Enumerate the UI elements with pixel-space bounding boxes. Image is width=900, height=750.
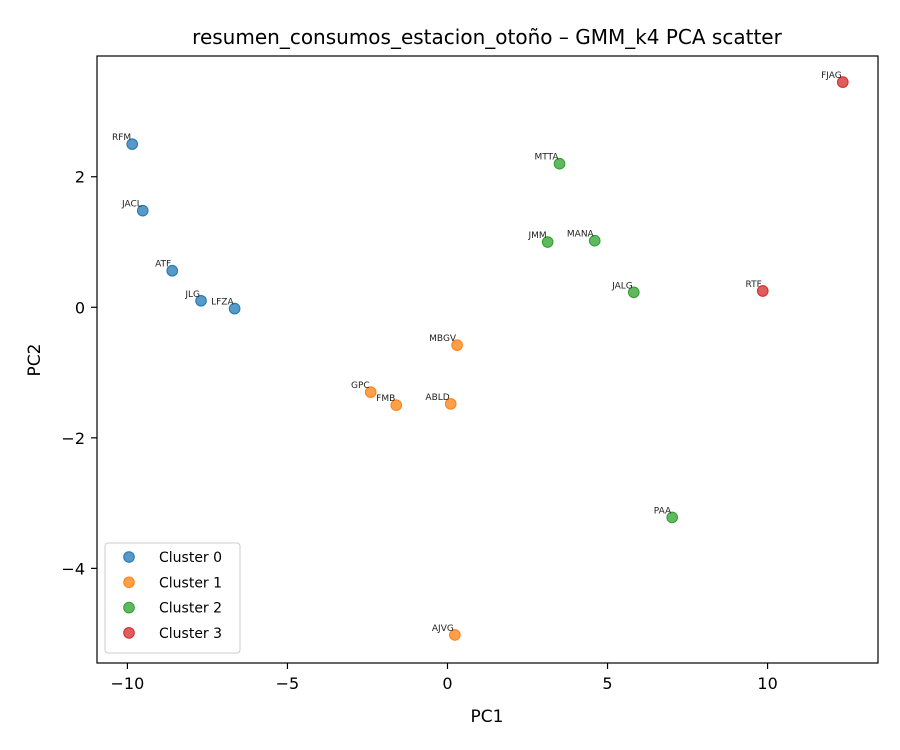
y-tick-label: 0 <box>75 298 85 317</box>
x-tick-label: 5 <box>602 674 612 693</box>
plot-area: RFM JACL ATF JLG LFZA MBGV GPC FMB ABLD AJVG MTTA J… <box>112 71 849 641</box>
point-label: RFM <box>112 133 131 143</box>
legend-label: Cluster 2 <box>159 601 222 617</box>
point-label: AJVG <box>432 624 454 634</box>
y-tick-label: 2 <box>75 168 85 187</box>
data-point <box>553 157 566 170</box>
data-point <box>364 386 377 398</box>
legend-marker <box>123 627 135 639</box>
data-point <box>126 138 139 150</box>
data-point <box>390 399 403 411</box>
point-label: GPC <box>351 381 370 391</box>
point-label: LFZA <box>211 298 234 308</box>
legend-label: Cluster 3 <box>159 626 222 642</box>
chart-title: resumen_consumos_estacion_otoño – GMM_k4… <box>192 25 782 49</box>
data-point <box>451 339 463 351</box>
x-tick-label: −10 <box>111 674 145 693</box>
data-point <box>136 204 149 217</box>
data-point <box>166 264 179 277</box>
point-label: MANA <box>567 230 595 240</box>
point-label: JLG <box>184 290 200 300</box>
legend-marker <box>123 576 135 589</box>
point-label: FMB <box>376 394 395 404</box>
axes: −10 −5 0 5 10 −4 −2 0 2 <box>61 168 777 693</box>
data-point <box>756 285 769 297</box>
y-tick-label: −2 <box>61 429 85 448</box>
legend-box <box>104 542 241 654</box>
y-tick-label: −4 <box>61 559 85 578</box>
point-label: RTF <box>745 280 761 290</box>
plot-frame <box>96 55 879 664</box>
y-axis-label: PC2 <box>25 344 45 377</box>
data-point <box>836 76 849 88</box>
legend: Cluster 0 Cluster 1 Cluster 2 Cluster 3 <box>104 542 241 654</box>
data-point <box>195 294 207 307</box>
x-tick-label: 0 <box>442 674 452 693</box>
point-label: JACL <box>121 200 142 210</box>
data-point <box>627 286 640 299</box>
legend-marker <box>123 551 135 563</box>
data-point <box>228 302 241 315</box>
data-point <box>541 236 554 248</box>
x-tick-label: −5 <box>276 674 300 693</box>
legend-marker <box>123 601 135 614</box>
point-label: ABLD <box>425 393 449 403</box>
legend-label: Cluster 0 <box>159 550 222 566</box>
point-label: MBGV <box>429 334 457 344</box>
x-tick-label: 10 <box>757 674 777 693</box>
point-label: FJAG <box>821 71 842 81</box>
point-label: MTTA <box>534 153 559 163</box>
point-label: PAA <box>654 506 672 516</box>
point-label: ATF <box>155 260 171 270</box>
data-point <box>588 234 601 247</box>
legend-label: Cluster 1 <box>159 575 222 591</box>
point-label: JMM <box>527 231 546 241</box>
data-point <box>449 629 461 641</box>
x-axis-label: PC1 <box>471 707 504 727</box>
data-point <box>666 511 678 524</box>
point-label: JALG <box>611 281 633 291</box>
data-point <box>444 398 457 410</box>
